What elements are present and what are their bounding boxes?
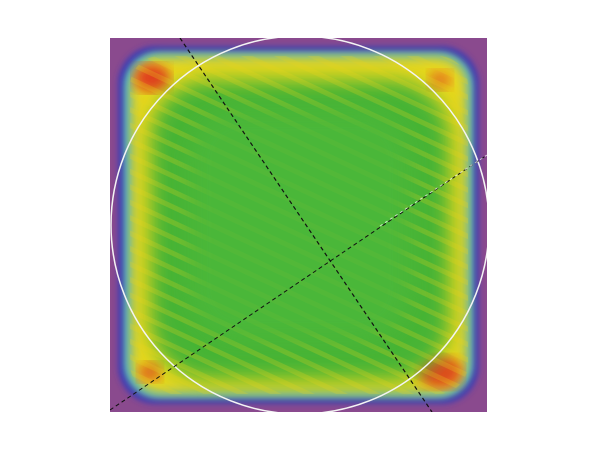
map-area	[110, 38, 487, 412]
dashed-diagonal	[110, 154, 487, 411]
dashed-diagonal	[179, 38, 433, 412]
reference-circle	[110, 38, 487, 412]
green-core	[190, 110, 410, 340]
